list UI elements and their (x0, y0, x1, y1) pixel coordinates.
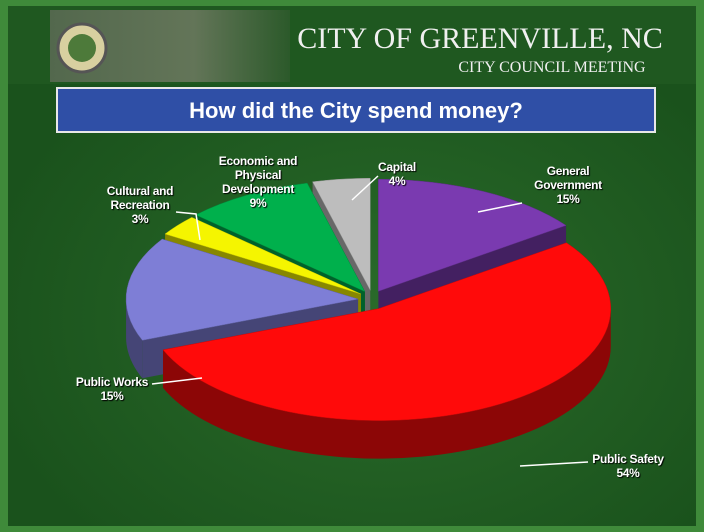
slice-label: General Government 15% (523, 164, 613, 206)
slice-label: Public Works 15% (62, 375, 162, 403)
slice-top (312, 178, 371, 291)
slice-label: Capital 4% (367, 160, 427, 188)
category-label: Capital (378, 160, 416, 174)
category-label: Cultural and Recreation (106, 184, 174, 212)
value-label: 15% (556, 192, 580, 206)
slice-rim (126, 299, 143, 379)
slice-top (125, 238, 359, 341)
category-label: Economic and Physical Development (218, 154, 298, 196)
slice-top (195, 182, 366, 293)
slice-label: Cultural and Recreation 3% (99, 184, 181, 226)
value-label: 54% (616, 466, 640, 480)
pie (125, 178, 611, 459)
leader-line (519, 461, 589, 467)
slice-top (164, 217, 362, 295)
leader-line (351, 175, 379, 201)
chart-title: How did the City spend money? (189, 98, 523, 123)
value-label: 9% (249, 196, 267, 210)
header-title: CITY OF GREENVILLE, NC (297, 22, 663, 55)
slice (162, 242, 611, 459)
leader-line (477, 202, 523, 213)
header-subtitle: CITY COUNCIL MEETING (458, 59, 646, 76)
value-label: 15% (100, 389, 124, 403)
title-bar (56, 87, 656, 133)
slice-label: Economic and Physical Development 9% (208, 154, 308, 210)
leader-line (151, 377, 203, 385)
category-label: General Government (534, 164, 602, 192)
slice-label: Public Safety 54% (583, 452, 673, 480)
category-label: Public Safety (592, 452, 664, 466)
value-label: 4% (388, 174, 406, 188)
city-seal-center (68, 34, 96, 62)
category-label: Public Works (75, 375, 149, 389)
value-label: 3% (131, 212, 149, 226)
leader-lines (151, 175, 589, 467)
slice-rim (163, 308, 611, 459)
leader-line (175, 211, 201, 241)
slice-top (378, 179, 567, 292)
slice-top (162, 242, 611, 421)
